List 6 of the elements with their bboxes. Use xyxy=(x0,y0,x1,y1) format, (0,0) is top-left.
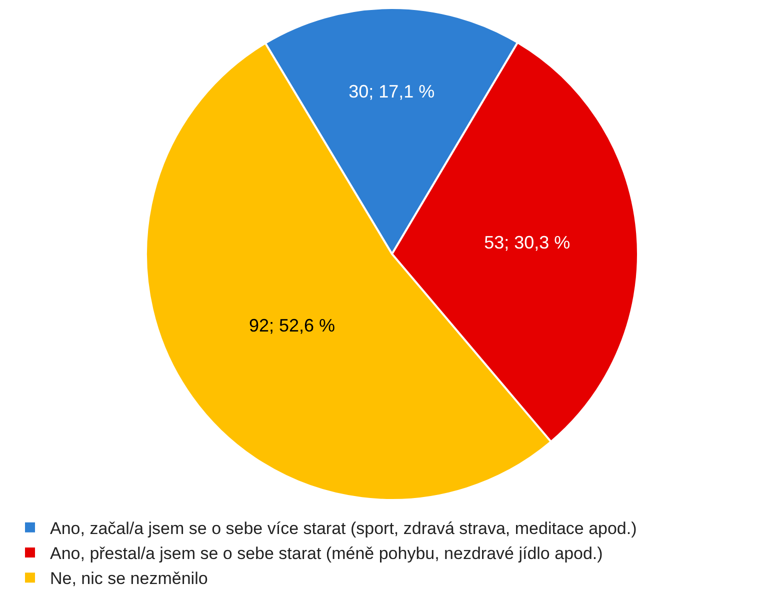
data-label: 53; 30,3 % xyxy=(484,232,570,253)
data-label: 92; 52,6 % xyxy=(248,316,336,336)
legend-label: Ano, začal/a jsem se o sebe více starat (sport, zdravá strava, meditace apod.) xyxy=(50,519,637,538)
legend-label: Ne, nic se nezměnilo xyxy=(50,569,208,588)
legend-label: Ano, přestal/a jsem se o sebe starat (méně pohybu, nezdravé jídlo apod.) xyxy=(50,544,603,564)
data-label: 30; 17,1 % xyxy=(348,81,435,102)
